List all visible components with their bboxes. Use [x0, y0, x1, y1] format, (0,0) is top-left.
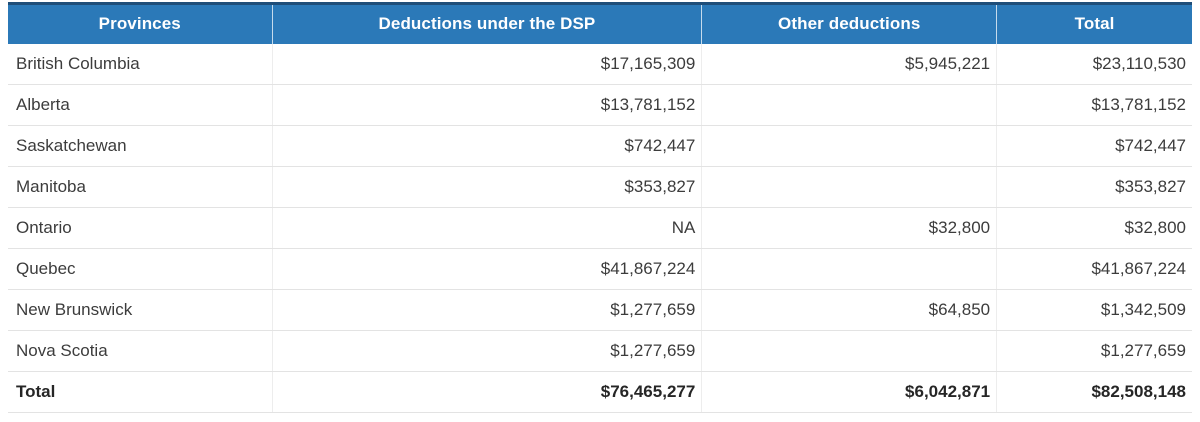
cell-total: $1,277,659 [996, 330, 1192, 372]
header-row: Provinces Deductions under the DSP Other… [8, 2, 1192, 44]
cell-total: $13,781,152 [996, 84, 1192, 126]
cell-province: Ontario [8, 207, 273, 249]
deductions-table-container: Provinces Deductions under the DSP Other… [8, 2, 1192, 413]
cell-dsp-deduction: $1,277,659 [272, 289, 703, 331]
table-header: Provinces Deductions under the DSP Other… [8, 2, 1192, 44]
cell-dsp-deduction: $41,867,224 [272, 248, 703, 290]
cell-total: $353,827 [996, 166, 1192, 208]
table-row: Ontario NA $32,800 $32,800 [8, 207, 1192, 249]
table-body: British Columbia $17,165,309 $5,945,221 … [8, 44, 1192, 413]
cell-total: $32,800 [996, 207, 1192, 249]
cell-other-deduction [701, 125, 998, 167]
cell-total-dsp-deduction: $76,465,277 [272, 371, 703, 413]
provincial-deductions-table: Provinces Deductions under the DSP Other… [8, 2, 1192, 413]
cell-total: $1,342,509 [996, 289, 1192, 331]
table-row: Alberta $13,781,152 $13,781,152 [8, 84, 1192, 126]
table-row: British Columbia $17,165,309 $5,945,221 … [8, 44, 1192, 85]
cell-other-deduction [701, 330, 998, 372]
cell-total: $41,867,224 [996, 248, 1192, 290]
cell-province: British Columbia [8, 44, 273, 85]
cell-dsp-deduction: $742,447 [272, 125, 703, 167]
cell-dsp-deduction: $13,781,152 [272, 84, 703, 126]
cell-other-deduction: $64,850 [701, 289, 998, 331]
cell-grand-total: $82,508,148 [996, 371, 1192, 413]
cell-other-deduction [701, 166, 998, 208]
cell-dsp-deduction: NA [272, 207, 703, 249]
table-row: New Brunswick $1,277,659 $64,850 $1,342,… [8, 289, 1192, 331]
table-row: Quebec $41,867,224 $41,867,224 [8, 248, 1192, 290]
table-row: Manitoba $353,827 $353,827 [8, 166, 1192, 208]
cell-province: Alberta [8, 84, 273, 126]
cell-other-deduction: $32,800 [701, 207, 998, 249]
cell-province: New Brunswick [8, 289, 273, 331]
cell-dsp-deduction: $353,827 [272, 166, 703, 208]
cell-province: Nova Scotia [8, 330, 273, 372]
column-header-dsp-deductions: Deductions under the DSP [272, 2, 703, 44]
table-row: Nova Scotia $1,277,659 $1,277,659 [8, 330, 1192, 372]
cell-province: Quebec [8, 248, 273, 290]
cell-total-label: Total [8, 371, 273, 413]
total-row: Total $76,465,277 $6,042,871 $82,508,148 [8, 371, 1192, 413]
cell-other-deduction: $5,945,221 [701, 44, 998, 85]
table-row: Saskatchewan $742,447 $742,447 [8, 125, 1192, 167]
cell-province: Saskatchewan [8, 125, 273, 167]
cell-total-other-deduction: $6,042,871 [701, 371, 998, 413]
cell-total: $23,110,530 [996, 44, 1192, 85]
column-header-total: Total [996, 2, 1192, 44]
cell-dsp-deduction: $1,277,659 [272, 330, 703, 372]
cell-province: Manitoba [8, 166, 273, 208]
column-header-other-deductions: Other deductions [701, 2, 998, 44]
column-header-provinces: Provinces [8, 2, 273, 44]
cell-other-deduction [701, 248, 998, 290]
cell-other-deduction [701, 84, 998, 126]
cell-total: $742,447 [996, 125, 1192, 167]
cell-dsp-deduction: $17,165,309 [272, 44, 703, 85]
